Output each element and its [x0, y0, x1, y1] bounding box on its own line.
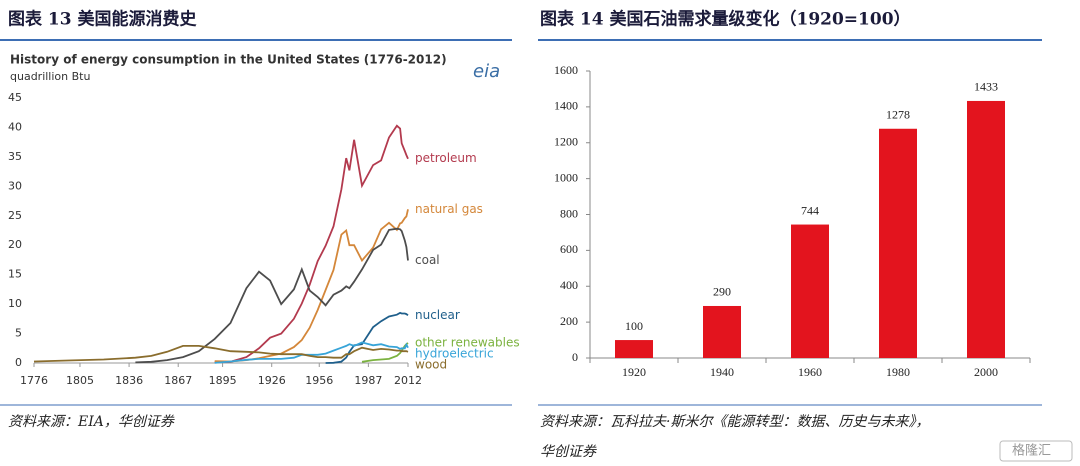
chart-title: History of energy consumption in the Uni…: [10, 53, 447, 67]
x-tick-label: 2012: [394, 374, 422, 387]
x-tick-label: 1980: [886, 365, 910, 379]
y-tick-label: 25: [8, 209, 22, 222]
x-tick-label: 2000: [974, 365, 998, 379]
series-line: [214, 341, 409, 364]
legend-label: hydroelectric: [415, 346, 494, 360]
legend-label: natural gas: [415, 202, 483, 216]
series-line: [214, 209, 409, 363]
y-tick-label: 20: [8, 238, 22, 251]
data-label: 1433: [974, 80, 998, 94]
data-label: 744: [801, 203, 819, 217]
watermark: 格隆汇: [1012, 443, 1051, 459]
bar: [879, 128, 917, 358]
y-tick-label: 1400: [554, 99, 578, 113]
series-line: [33, 345, 409, 363]
y-tick-label: 30: [8, 179, 22, 192]
y-tick-label: 10: [8, 297, 22, 310]
x-tick-label: 1836: [115, 374, 143, 387]
series-line: [135, 227, 409, 364]
y-tick-label: 1000: [554, 170, 578, 184]
figure-caption: 图表 14 美国石油需求量级变化（1920=100）: [540, 9, 911, 30]
legend-label: other renewables: [415, 335, 520, 349]
y-tick-label: 5: [15, 327, 22, 340]
legend-label: coal: [415, 253, 440, 267]
y-tick-label: 200: [560, 314, 578, 328]
x-tick-label: 1956: [305, 374, 333, 387]
y-tick-label: 0: [15, 356, 22, 369]
bar: [615, 340, 653, 358]
y-tick-label: 600: [560, 242, 578, 256]
bar: [967, 100, 1005, 358]
data-label: 1278: [886, 108, 910, 122]
source-note: 华创证券: [540, 444, 597, 460]
source-note: 资料来源：瓦科拉夫·斯米尔《能源转型：数据、历史与未来》，: [540, 414, 929, 430]
y-tick-label: 1600: [554, 63, 578, 77]
data-label: 290: [713, 285, 731, 299]
source-note: 资料来源：EIA，华创证券: [8, 414, 175, 430]
y-tick-label: 40: [8, 120, 22, 133]
y-tick-label: 0: [572, 350, 578, 364]
legend-label: petroleum: [415, 151, 477, 165]
watermark-box: [999, 440, 1073, 462]
bar: [791, 224, 829, 358]
x-tick-label: 1926: [258, 374, 286, 387]
bar: [703, 305, 741, 358]
x-tick-label: 1776: [20, 374, 48, 387]
legend-label: wood: [415, 357, 447, 371]
x-tick-label: 1960: [798, 365, 822, 379]
y-axis-label: quadrillion Btu: [10, 70, 90, 83]
legend-label: nuclear: [415, 308, 460, 322]
series-line: [214, 124, 409, 363]
y-tick-label: 800: [560, 206, 578, 220]
y-tick-label: 1200: [554, 135, 578, 149]
figure-caption: 图表 13 美国能源消费史: [8, 9, 197, 30]
x-tick-label: 1987: [354, 374, 382, 387]
y-tick-label: 400: [560, 278, 578, 292]
logo: eia: [473, 61, 500, 82]
series-line: [325, 311, 409, 364]
x-tick-label: 1867: [164, 374, 192, 387]
x-tick-label: 1895: [209, 374, 237, 387]
y-tick-label: 35: [8, 150, 22, 163]
y-tick-label: 45: [8, 91, 22, 104]
x-tick-label: 1940: [710, 365, 734, 379]
data-label: 100: [625, 319, 643, 333]
y-tick-label: 15: [8, 268, 22, 281]
x-tick-label: 1920: [622, 365, 646, 379]
x-tick-label: 1805: [66, 374, 94, 387]
